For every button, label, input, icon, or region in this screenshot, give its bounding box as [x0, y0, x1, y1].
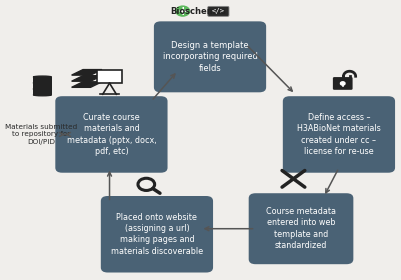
- Ellipse shape: [33, 88, 51, 90]
- FancyBboxPatch shape: [97, 70, 122, 83]
- FancyBboxPatch shape: [55, 96, 168, 173]
- FancyBboxPatch shape: [101, 196, 213, 272]
- FancyBboxPatch shape: [33, 77, 51, 83]
- Text: Placed onto website
(assigning a url)
making pages and
materials discoverable: Placed onto website (assigning a url) ma…: [111, 213, 203, 256]
- Text: Course metadata
entered into web
template and
standardized: Course metadata entered into web templat…: [266, 207, 336, 250]
- FancyBboxPatch shape: [333, 77, 352, 90]
- Text: Materials submitted
to repository for
DOI/PID: Materials submitted to repository for DO…: [5, 124, 77, 145]
- Text: Define access –
H3ABioNet materials
created under cc –
license for re-use: Define access – H3ABioNet materials crea…: [297, 113, 381, 156]
- Ellipse shape: [33, 82, 51, 84]
- Text: Bioschemas: Bioschemas: [170, 7, 226, 16]
- Polygon shape: [72, 82, 102, 87]
- Text: +: +: [177, 4, 188, 18]
- FancyBboxPatch shape: [33, 83, 51, 89]
- Polygon shape: [72, 76, 102, 81]
- Ellipse shape: [33, 88, 51, 90]
- Ellipse shape: [33, 76, 51, 78]
- Text: Curate course
materials and
metadata (pptx, docx,
pdf, etc): Curate course materials and metadata (pp…: [67, 113, 156, 156]
- FancyBboxPatch shape: [208, 6, 229, 16]
- Circle shape: [340, 82, 345, 85]
- Circle shape: [176, 6, 190, 16]
- Text: </>: </>: [212, 8, 225, 14]
- FancyBboxPatch shape: [283, 96, 395, 173]
- FancyBboxPatch shape: [154, 21, 266, 92]
- Text: Design a template
incorporating required
fields: Design a template incorporating required…: [162, 41, 257, 73]
- Ellipse shape: [33, 82, 51, 84]
- Polygon shape: [72, 70, 102, 75]
- Ellipse shape: [33, 94, 51, 96]
- FancyBboxPatch shape: [249, 193, 353, 264]
- FancyBboxPatch shape: [33, 89, 51, 95]
